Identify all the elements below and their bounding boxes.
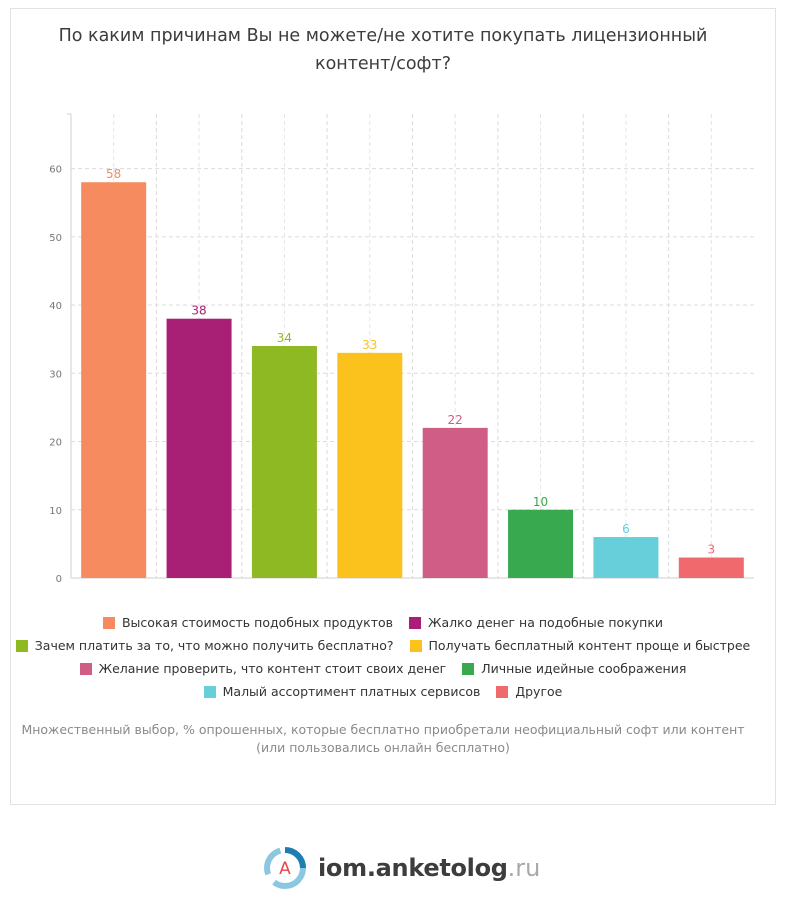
legend-label: Личные идейные соображения [481, 661, 687, 676]
legend-swatch [496, 685, 509, 698]
legend-swatch [203, 685, 216, 698]
footer-logo[interactable]: A iom.anketolog .ru [262, 843, 540, 893]
logo-letter: A [279, 859, 291, 879]
brand-name: iom.anketolog [318, 854, 508, 882]
legend-swatch [409, 639, 422, 652]
legend-row: Малый ассортимент платных сервисов Другое [10, 680, 756, 703]
y-tick-label: 60 [49, 165, 62, 176]
legend-swatch [102, 616, 115, 629]
y-tick-label: 10 [49, 506, 62, 517]
data-label: 10 [533, 495, 548, 509]
data-label: 3 [707, 543, 715, 557]
legend-item[interactable]: Получать бесплатный контент проще и быст… [409, 638, 751, 653]
anketolog-logo-icon: A [264, 847, 306, 889]
bar [251, 346, 317, 578]
bar [508, 509, 574, 578]
legend-item[interactable]: Высокая стоимость подобных продуктов [102, 615, 394, 630]
bar [593, 537, 659, 578]
legend-swatch [409, 616, 422, 629]
data-label: 34 [277, 331, 292, 345]
y-tick-label: 0 [56, 574, 62, 585]
y-tick-label: 40 [49, 301, 62, 312]
data-label: 58 [106, 167, 121, 181]
brand-tld: .ru [507, 854, 541, 882]
data-label: 22 [448, 413, 463, 427]
data-label: 33 [362, 338, 377, 352]
legend-item[interactable]: Малый ассортимент платных сервисов [203, 684, 481, 699]
chart-legend: Высокая стоимость подобных продуктов Жалк… [10, 611, 756, 703]
legend-item[interactable]: Личные идейные соображения [462, 661, 686, 676]
data-label: 6 [622, 522, 630, 536]
legend-label: Желание проверить, что контент стоит сво… [98, 661, 447, 676]
legend-item[interactable]: Желание проверить, что контент стоит сво… [79, 661, 447, 676]
bar [422, 427, 488, 578]
y-tick-label: 30 [49, 369, 62, 380]
bar [337, 352, 403, 578]
legend-swatch [15, 639, 28, 652]
data-label: 38 [191, 304, 206, 318]
legend-label: Малый ассортимент платных сервисов [222, 684, 481, 699]
legend-label: Жалко денег на подобные покупки [428, 615, 663, 630]
chart-title: По каким причинам Вы не можете/не хотите… [58, 26, 708, 74]
bar [81, 182, 147, 578]
legend-item[interactable]: Зачем платить за то, что можно получить … [15, 638, 394, 653]
legend-label: Получать бесплатный контент проще и быст… [428, 638, 751, 653]
legend-swatch [462, 662, 475, 675]
bar-chart: 0 10 20 30 40 50 60 58 38 34 33 22 10 6 3 [49, 113, 754, 585]
legend-swatch [79, 662, 92, 675]
bar [166, 318, 232, 578]
chart-note: Множественный выбор, % опрошенных, котор… [21, 722, 745, 755]
legend-row: Зачем платить за то, что можно получить … [10, 634, 756, 657]
bar [678, 557, 744, 578]
y-tick-label: 20 [49, 438, 62, 449]
legend-label: Другое [515, 684, 563, 699]
y-tick-label: 50 [49, 233, 62, 244]
legend-row: Высокая стоимость подобных продуктов Жалк… [10, 611, 756, 634]
legend-label: Зачем платить за то, что можно получить … [34, 638, 394, 653]
legend-label: Высокая стоимость подобных продуктов [121, 615, 394, 630]
legend-item[interactable]: Жалко денег на подобные покупки [409, 615, 663, 630]
legend-item[interactable]: Другое [496, 684, 562, 699]
legend-row: Желание проверить, что контент стоит сво… [10, 657, 756, 680]
